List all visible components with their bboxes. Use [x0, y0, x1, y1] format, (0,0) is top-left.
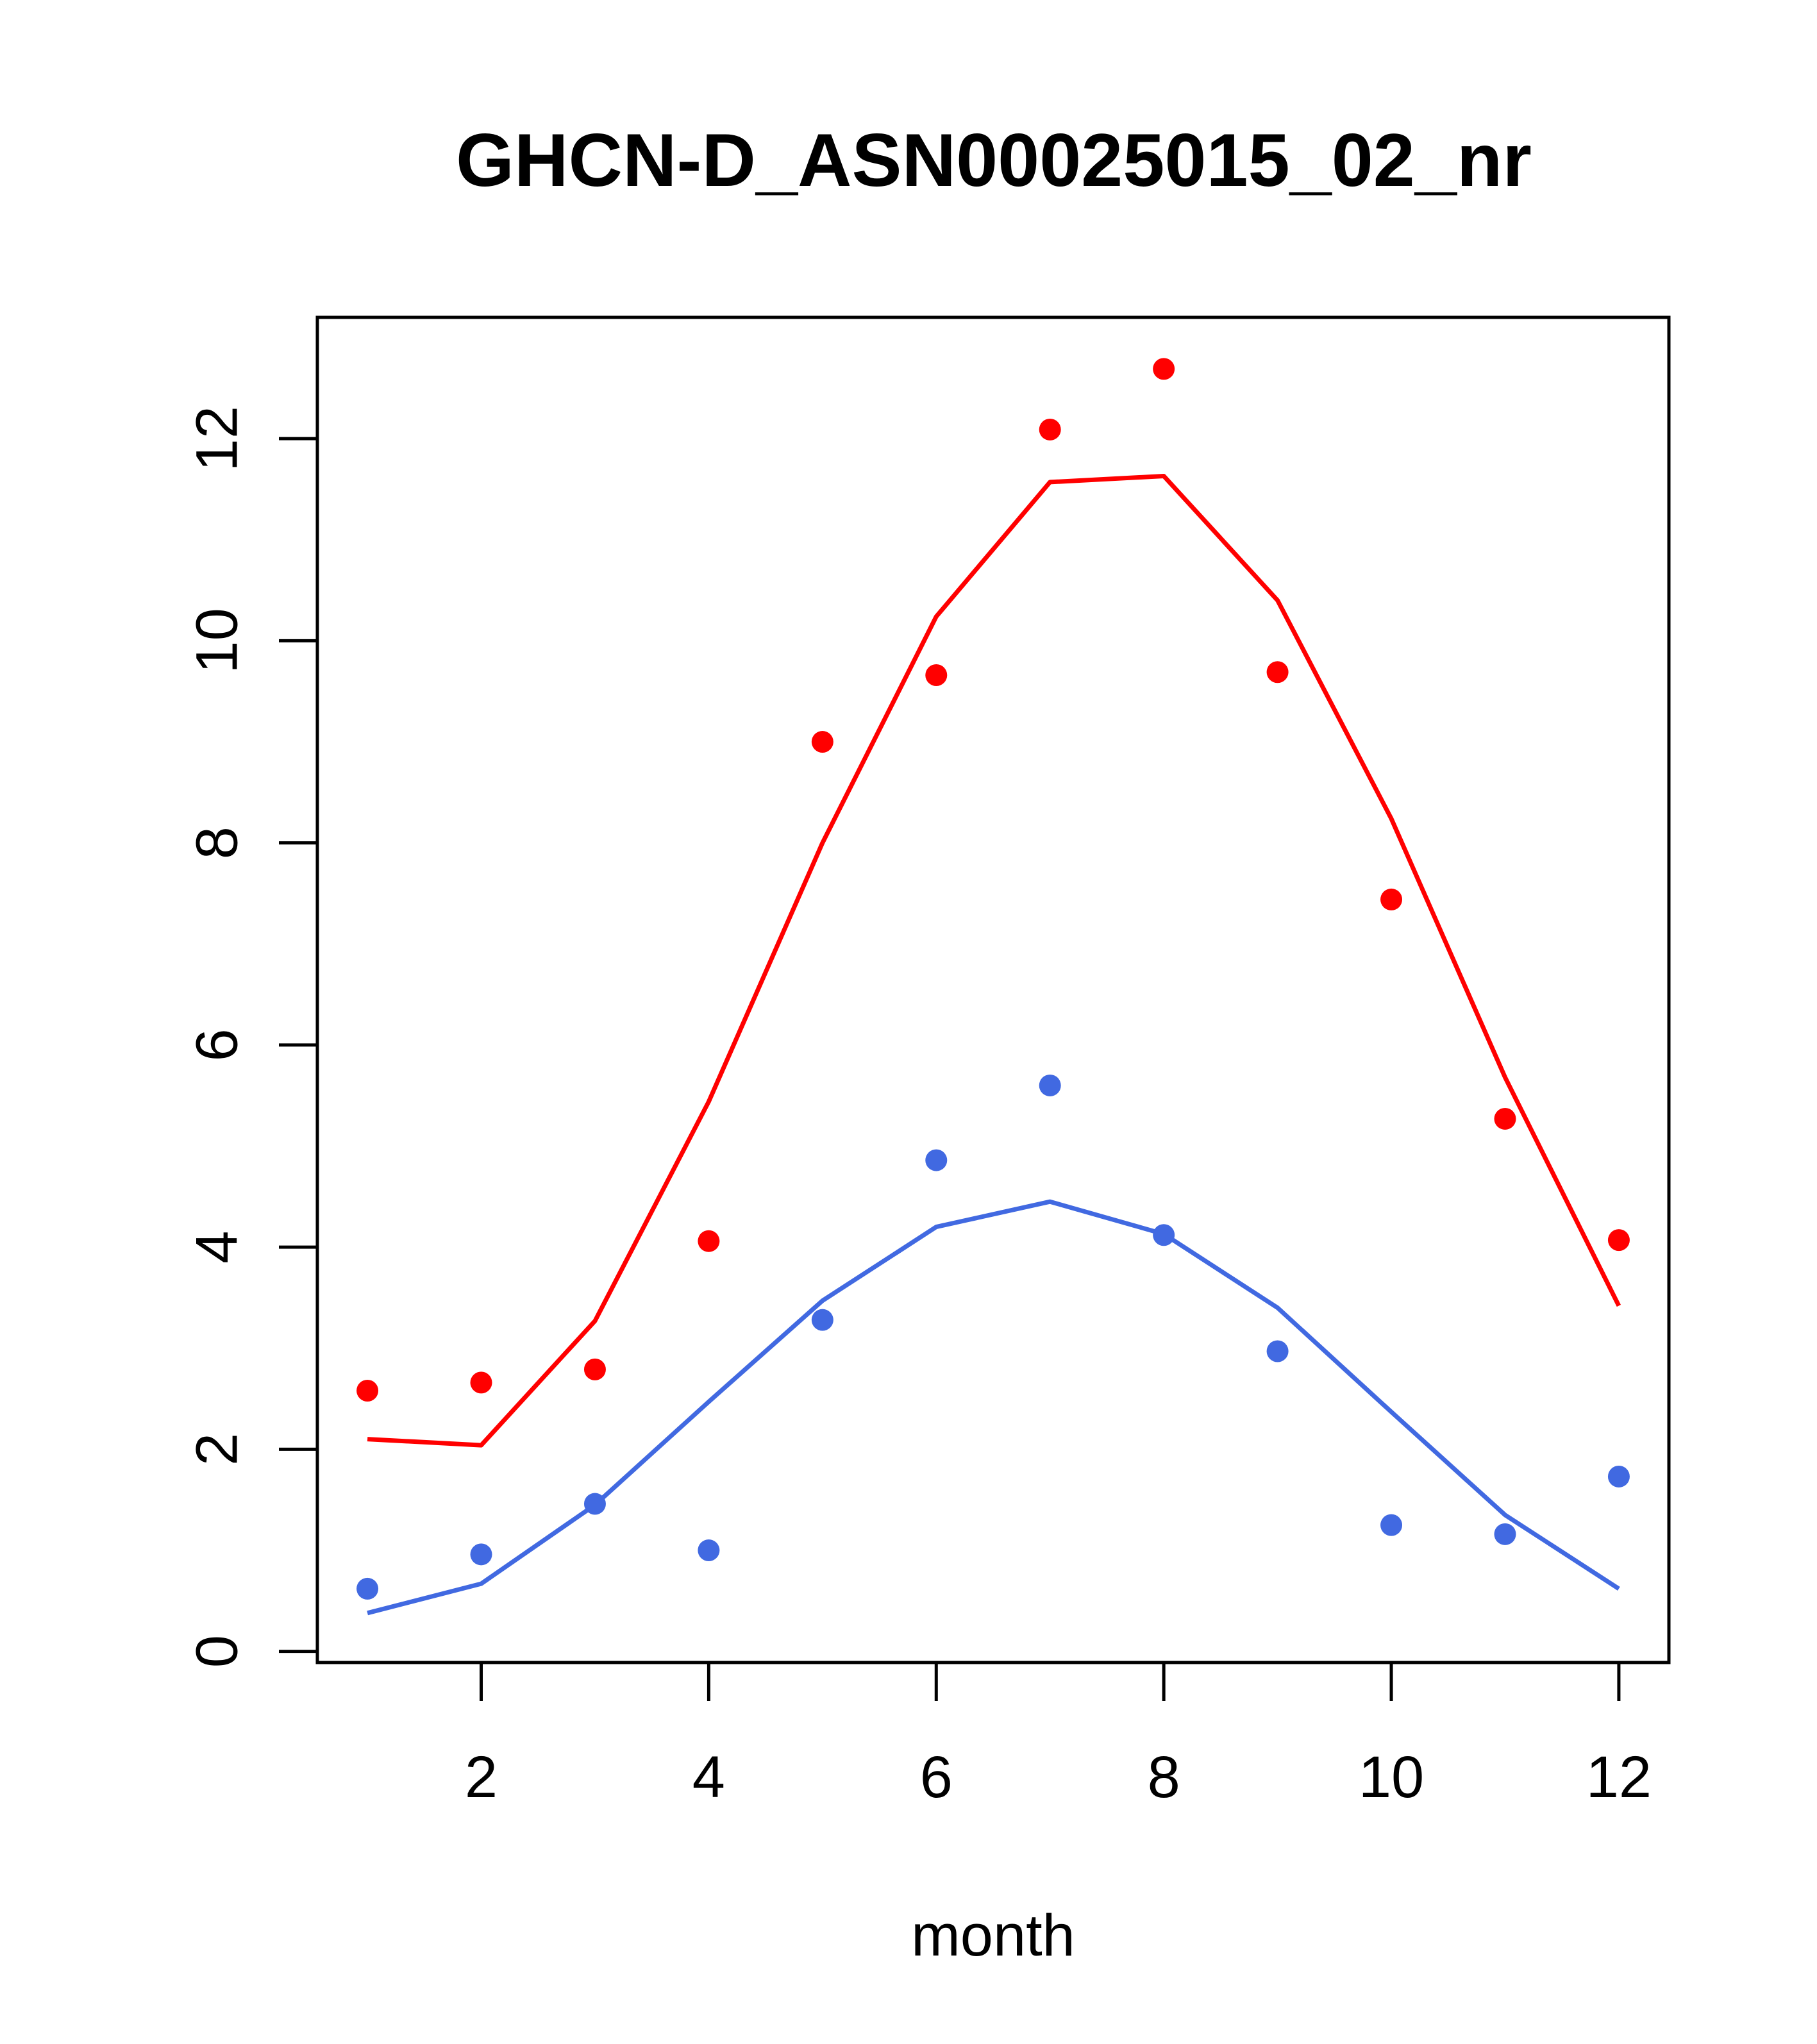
series-1-point — [811, 731, 833, 753]
chart-title: GHCN-D_ASN00025015_02_nr — [456, 118, 1532, 202]
series-2-point — [583, 1493, 606, 1515]
series-2-point — [1153, 1224, 1175, 1246]
y-tick-label: 0 — [184, 1635, 249, 1668]
x-tick-label: 12 — [1586, 1745, 1652, 1810]
series-2-point — [811, 1309, 833, 1331]
series-2-point — [925, 1149, 948, 1171]
y-axis: 0 2 4 6 8 10 12 — [184, 406, 319, 1668]
series-2-line — [367, 1199, 1620, 1616]
x-tick-label: 4 — [692, 1745, 725, 1810]
series-2-point — [698, 1539, 720, 1562]
x-tick-label: 2 — [465, 1745, 498, 1810]
series-1-point — [1380, 888, 1403, 910]
y-tick-label: 6 — [184, 1028, 249, 1061]
series-2-point — [1607, 1465, 1630, 1487]
series-2-point — [1380, 1514, 1403, 1536]
series-1-point — [1153, 358, 1175, 380]
y-tick-label: 2 — [184, 1433, 249, 1466]
x-tick-label: 10 — [1359, 1745, 1424, 1810]
series-2-point — [1039, 1074, 1061, 1096]
series-1-point — [1494, 1107, 1516, 1130]
series-2-point — [1266, 1340, 1289, 1362]
series-1-point — [925, 664, 948, 686]
series-2-point — [1494, 1523, 1516, 1545]
x-tick-label: 8 — [1148, 1745, 1180, 1810]
series-1-point — [698, 1230, 720, 1252]
y-tick-label: 4 — [184, 1231, 249, 1264]
y-tick-label: 10 — [184, 608, 249, 673]
x-axis-label: month — [911, 1903, 1075, 1968]
series-2-point — [356, 1577, 379, 1600]
series-1-point — [1039, 418, 1061, 440]
y-tick-label: 8 — [184, 826, 249, 859]
series-layer — [356, 358, 1630, 1616]
series-1-point — [356, 1379, 379, 1402]
x-axis: 2 4 6 8 10 12 — [465, 1661, 1652, 1810]
series-1-point — [1266, 661, 1289, 683]
x-tick-label: 6 — [920, 1745, 953, 1810]
series-1-point — [1607, 1229, 1630, 1252]
series-2-point — [470, 1543, 492, 1566]
series-1-point — [470, 1371, 492, 1394]
series-1-line — [367, 474, 1621, 1448]
y-tick-label: 12 — [184, 406, 249, 471]
series-1-point — [583, 1358, 606, 1380]
